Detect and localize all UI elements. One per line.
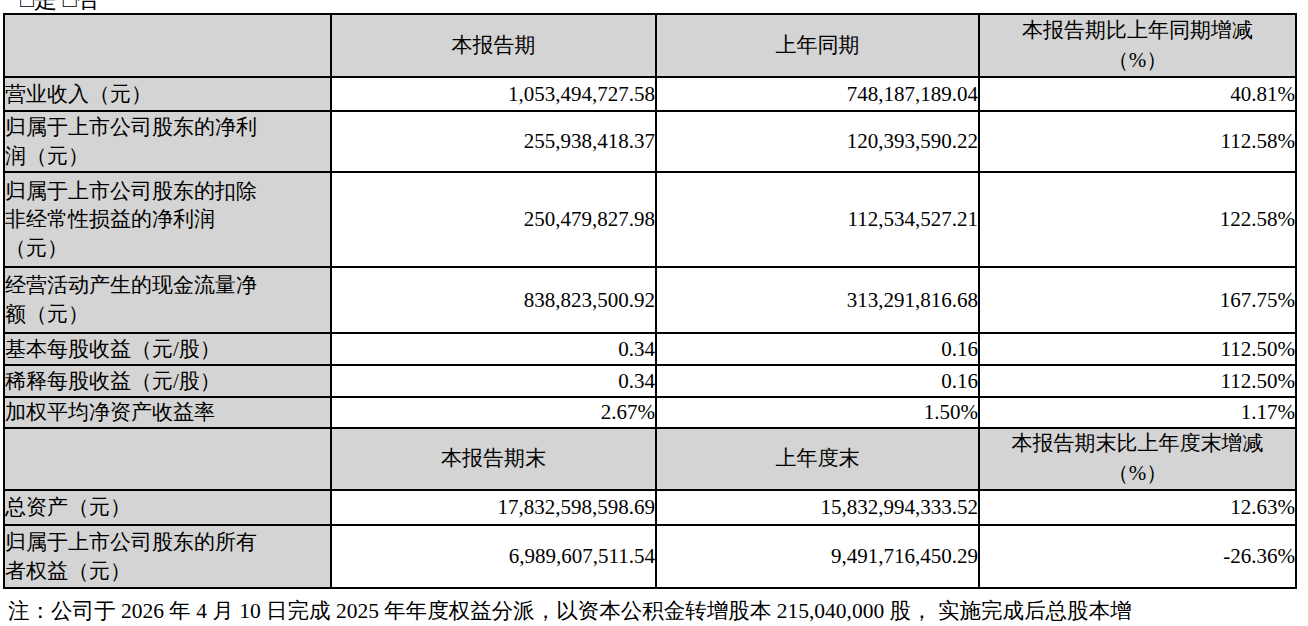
clipped-checkbox-line: □是 □否 <box>20 0 1308 13</box>
cell-change-percent: 112.58% <box>979 111 1296 172</box>
cell-prior-period: 9,491,716,450.29 <box>656 525 979 588</box>
cell-current-period: 255,938,418.37 <box>331 111 656 172</box>
cell-current-period: 1,053,494,727.58 <box>331 77 656 111</box>
cell-change-percent: 1.17% <box>979 397 1296 428</box>
cell-change-percent: -26.36% <box>979 525 1296 588</box>
table-row-operating-cash-flow: 经营活动产生的现金流量净 额（元） 838,823,500.92 313,291… <box>4 267 1296 333</box>
table-row-net-profit-excl-nonrecurring: 归属于上市公司股东的扣除 非经常性损益的净利润 （元） 250,479,827.… <box>4 172 1296 267</box>
cell-prior-period: 0.16 <box>656 365 979 397</box>
cell-prior-period: 0.16 <box>656 333 979 365</box>
column-header-prior-year-end: 上年度末 <box>656 428 979 490</box>
row-label: 营业收入（元） <box>4 77 331 111</box>
cell-change-percent: 112.50% <box>979 333 1296 365</box>
header-row-period: 本报告期 上年同期 本报告期比上年同期增减 （%） <box>4 14 1296 77</box>
row-label: 稀释每股收益（元/股） <box>4 365 331 397</box>
column-header-current-period-end: 本报告期末 <box>331 428 656 490</box>
table-row-equity-attributable: 归属于上市公司股东的所有 者权益（元） 6,989,607,511.54 9,4… <box>4 525 1296 588</box>
table-row-total-assets: 总资产（元） 17,832,598,598.69 15,832,994,333.… <box>4 490 1296 525</box>
cell-current-period: 17,832,598,598.69 <box>331 490 656 525</box>
column-header-change-percent-end: 本报告期末比上年度末增减 （%） <box>979 428 1296 490</box>
cell-current-period: 0.34 <box>331 365 656 397</box>
row-label: 归属于上市公司股东的所有 者权益（元） <box>4 525 331 588</box>
column-header-current-period: 本报告期 <box>331 14 656 77</box>
row-label: 加权平均净资产收益率 <box>4 397 331 428</box>
header-empty-cell <box>4 14 331 77</box>
row-label: 基本每股收益（元/股） <box>4 333 331 365</box>
cell-change-percent: 122.58% <box>979 172 1296 267</box>
cell-prior-period: 15,832,994,333.52 <box>656 490 979 525</box>
table-row-net-profit-attributable: 归属于上市公司股东的净利 润（元） 255,938,418.37 120,393… <box>4 111 1296 172</box>
cell-change-percent: 112.50% <box>979 365 1296 397</box>
cell-current-period: 6,989,607,511.54 <box>331 525 656 588</box>
row-label: 经营活动产生的现金流量净 额（元） <box>4 267 331 333</box>
cell-current-period: 250,479,827.98 <box>331 172 656 267</box>
header-row-period-end: 本报告期末 上年度末 本报告期末比上年度末增减 （%） <box>4 428 1296 490</box>
cell-change-percent: 167.75% <box>979 267 1296 333</box>
table-row-basic-eps: 基本每股收益（元/股） 0.34 0.16 112.50% <box>4 333 1296 365</box>
table-row-weighted-avg-roe: 加权平均净资产收益率 2.67% 1.50% 1.17% <box>4 397 1296 428</box>
cell-change-percent: 12.63% <box>979 490 1296 525</box>
cell-change-percent: 40.81% <box>979 77 1296 111</box>
cell-current-period: 0.34 <box>331 333 656 365</box>
row-label: 总资产（元） <box>4 490 331 525</box>
cell-prior-period: 112,534,527.21 <box>656 172 979 267</box>
clipped-checkbox-text: □是 □否 <box>20 0 1308 11</box>
financial-summary-table: 本报告期 上年同期 本报告期比上年同期增减 （%） 营业收入（元） 1,053,… <box>3 13 1297 589</box>
cell-current-period: 838,823,500.92 <box>331 267 656 333</box>
column-header-prior-period: 上年同期 <box>656 14 979 77</box>
cell-prior-period: 748,187,189.04 <box>656 77 979 111</box>
footnote-text: 注：公司于 2026 年 4 月 10 日完成 2025 年年度权益分派，以资本… <box>8 596 1308 625</box>
cell-prior-period: 1.50% <box>656 397 979 428</box>
table-row-operating-revenue: 营业收入（元） 1,053,494,727.58 748,187,189.04 … <box>4 77 1296 111</box>
row-label: 归属于上市公司股东的净利 润（元） <box>4 111 331 172</box>
cell-prior-period: 313,291,816.68 <box>656 267 979 333</box>
header-empty-cell <box>4 428 331 490</box>
cell-prior-period: 120,393,590.22 <box>656 111 979 172</box>
table-row-diluted-eps: 稀释每股收益（元/股） 0.34 0.16 112.50% <box>4 365 1296 397</box>
cell-current-period: 2.67% <box>331 397 656 428</box>
row-label: 归属于上市公司股东的扣除 非经常性损益的净利润 （元） <box>4 172 331 267</box>
column-header-change-percent: 本报告期比上年同期增减 （%） <box>979 14 1296 77</box>
